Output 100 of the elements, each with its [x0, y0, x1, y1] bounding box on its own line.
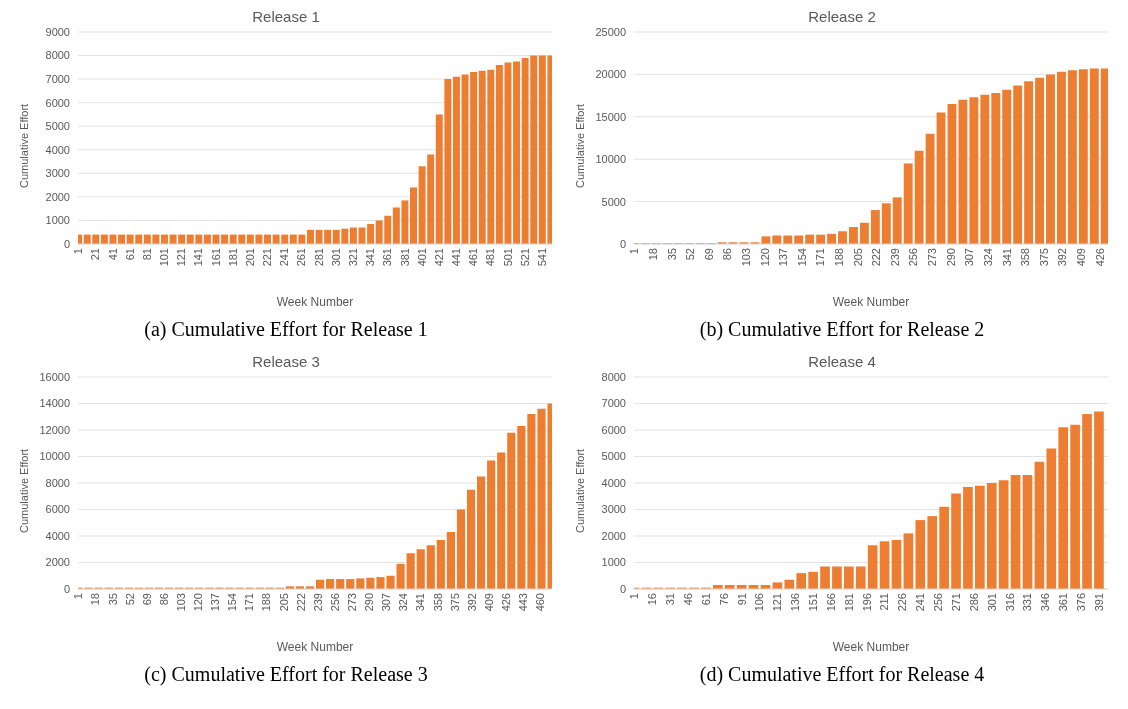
- x-tick-label: 137: [209, 593, 222, 612]
- y-tick-label: 2000: [45, 556, 70, 569]
- x-tick-label: 409: [1074, 248, 1087, 267]
- x-tick-label: 35: [665, 248, 678, 261]
- y-tick-label: 4000: [45, 529, 70, 542]
- x-tick-label: 358: [431, 593, 444, 612]
- text: (a) Cumulative Effort for Release 1: [143, 318, 429, 341]
- x-tick-label: 316: [1003, 593, 1016, 612]
- y-axis-title: Cumulative Effort: [573, 448, 586, 533]
- x-tick-label: 61: [123, 248, 136, 261]
- x-tick-label: 381: [398, 248, 411, 267]
- x-tick-label: 290: [944, 248, 957, 267]
- x-tick-label: 481: [484, 248, 497, 267]
- x-tick-label: 341: [1000, 248, 1013, 267]
- y-tick-label: 8000: [45, 476, 70, 489]
- x-tick-label: 273: [926, 248, 939, 267]
- x-tick-label: 361: [1057, 593, 1070, 612]
- x-tick-label: 121: [771, 593, 784, 612]
- x-tick-label: 141: [192, 248, 205, 267]
- x-tick-label: 137: [777, 248, 790, 267]
- x-tick-label: 101: [158, 248, 171, 267]
- text: (c) Cumulative Effort for Release 3: [143, 663, 429, 686]
- y-tick-label: 7000: [601, 397, 626, 410]
- x-tick-label: 188: [260, 593, 273, 612]
- x-tick-label: 239: [311, 593, 324, 612]
- x-tick-label: 69: [140, 593, 153, 606]
- y-tick-label: 10000: [595, 153, 626, 166]
- y-tick-label: 6000: [45, 503, 70, 516]
- y-tick-label: 15000: [595, 110, 626, 123]
- x-tick-label: 426: [1093, 248, 1106, 267]
- x-tick-label: 521: [518, 248, 531, 267]
- x-tick-label: 375: [1037, 248, 1050, 267]
- x-tick-label: 222: [294, 593, 307, 612]
- x-tick-label: 18: [89, 593, 102, 606]
- x-tick-label: 103: [740, 248, 753, 267]
- x-tick-label: 222: [870, 248, 883, 267]
- x-tick-label: 261: [295, 248, 308, 267]
- x-tick-label: 358: [1019, 248, 1032, 267]
- y-tick-label: 0: [619, 582, 626, 595]
- x-tick-label: 241: [914, 593, 927, 612]
- y-tick-label: 5000: [601, 195, 626, 208]
- x-tick-label: 46: [682, 593, 694, 606]
- y-tick-label: 25000: [595, 25, 626, 38]
- x-tick-label: 441: [450, 248, 463, 267]
- y-tick-label: 4000: [45, 143, 70, 156]
- chart-title: Release 2: [808, 8, 876, 25]
- x-tick-label: 52: [123, 593, 136, 606]
- x-tick-label: 375: [448, 593, 461, 612]
- x-tick-label: 31: [664, 593, 677, 606]
- x-tick-label: 443: [517, 593, 530, 612]
- x-axis-title: Week Number: [832, 295, 910, 309]
- x-tick-label: 81: [140, 248, 153, 261]
- x-tick-label: 41: [106, 248, 119, 261]
- y-tick-label: 8000: [45, 49, 70, 62]
- x-tick-label: 286: [967, 593, 980, 612]
- x-tick-label: 331: [1021, 593, 1034, 612]
- y-tick-label: 16000: [39, 370, 70, 383]
- x-tick-label: 256: [328, 593, 341, 612]
- x-tick-label: 376: [1075, 593, 1088, 612]
- x-axis-title: Week Number: [276, 295, 354, 309]
- x-tick-label: 307: [963, 248, 976, 267]
- x-tick-label: 392: [465, 593, 478, 612]
- x-tick-label: 166: [824, 593, 837, 612]
- x-tick-label: 341: [414, 593, 427, 612]
- x-tick-label: 120: [758, 248, 771, 267]
- x-tick-label: 301: [329, 248, 342, 267]
- x-tick-label: 239: [888, 248, 901, 267]
- x-tick-label: 221: [261, 248, 274, 267]
- x-tick-label: 61: [699, 593, 712, 606]
- x-tick-label: 35: [106, 593, 119, 606]
- x-tick-label: 346: [1039, 593, 1052, 612]
- x-tick-label: 106: [753, 593, 766, 612]
- x-tick-label: 409: [482, 593, 495, 612]
- x-tick-label: 181: [842, 593, 855, 612]
- y-tick-label: 8000: [601, 370, 626, 383]
- y-tick-label: 0: [619, 237, 626, 250]
- x-axis-title: Week Number: [276, 640, 354, 654]
- x-tick-label: 426: [500, 593, 513, 612]
- y-tick-label: 14000: [39, 397, 70, 410]
- x-tick-label: 154: [795, 248, 808, 267]
- x-tick-label: 1: [72, 593, 85, 600]
- x-tick-label: 324: [397, 593, 410, 612]
- y-tick-label: 0: [63, 582, 70, 595]
- x-tick-label: 16: [646, 593, 659, 606]
- chart-title: Release 1: [252, 8, 320, 25]
- x-tick-label: 69: [702, 248, 715, 261]
- x-tick-label: 121: [175, 248, 188, 267]
- x-tick-label: 154: [226, 593, 239, 612]
- y-tick-label: 12000: [39, 423, 70, 436]
- x-tick-label: 103: [174, 593, 187, 612]
- x-tick-label: 161: [209, 248, 222, 267]
- y-tick-label: 20000: [595, 68, 626, 81]
- x-tick-label: 281: [312, 248, 325, 267]
- y-tick-label: 2000: [601, 529, 626, 542]
- x-tick-label: 392: [1056, 248, 1069, 267]
- y-tick-label: 3000: [601, 503, 626, 516]
- y-tick-label: 3000: [45, 167, 70, 180]
- x-tick-label: 541: [535, 248, 548, 267]
- x-tick-label: 226: [896, 593, 909, 612]
- x-tick-label: 211: [878, 593, 891, 611]
